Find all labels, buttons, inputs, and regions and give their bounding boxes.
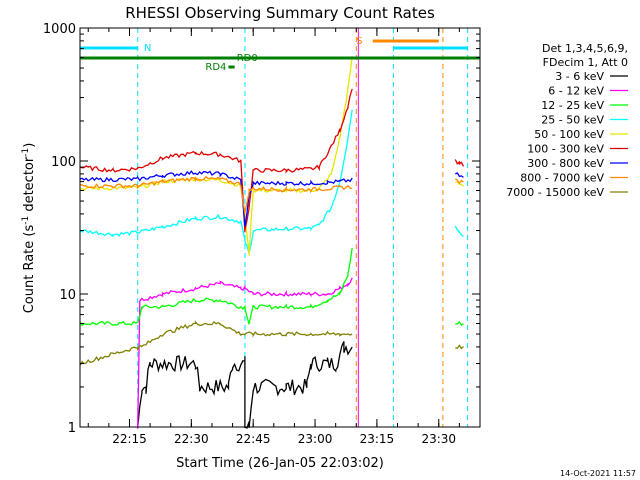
legend-entry: 50 - 100 keV [534, 128, 604, 141]
y-tick-label: 1000 [43, 22, 76, 37]
y-axis: 1 10 100 1000 [43, 22, 480, 436]
chart-title: RHESSI Observing Summary Count Rates [125, 4, 435, 22]
series-line [455, 181, 464, 187]
series-line [454, 225, 464, 237]
y-tick-label: 10 [59, 288, 76, 303]
x-tick-label: 23:00 [298, 432, 333, 446]
y-tick-label: 100 [51, 155, 76, 170]
legend-entry: 3 - 6 keV [555, 70, 604, 83]
series-line [454, 159, 465, 167]
axes [79, 27, 481, 428]
rd4-flag-label: RD4 [205, 62, 226, 73]
legend: Det 1,3,4,5,6,9,FDecim 1, Att 03 - 6 keV… [506, 42, 628, 199]
legend-entry: 25 - 50 keV [541, 114, 604, 127]
x-axis-label: Start Time (26-Jan-05 22:03:02) [176, 456, 384, 471]
x-tick-label: 22:45 [236, 432, 271, 446]
saa-flag-label: S [356, 36, 362, 47]
legend-entry: 100 - 300 keV [527, 143, 604, 156]
legend-entry: 7000 - 15000 keV [506, 186, 604, 199]
timestamp: 14-Oct-2021 11:57 [560, 469, 636, 478]
y-tick-label: 1 [68, 421, 76, 436]
series-line [137, 341, 353, 429]
series-line [79, 320, 353, 366]
series-line [454, 178, 464, 185]
legend-entry: 6 - 12 keV [548, 85, 604, 98]
x-tick-label: 23:15 [360, 432, 395, 446]
series-line [79, 109, 353, 254]
legend-header: Det 1,3,4,5,6,9, [542, 42, 628, 55]
legend-header: FDecim 1, Att 0 [543, 56, 628, 69]
plot-frame [79, 27, 481, 428]
legend-entry: 800 - 7000 keV [520, 172, 604, 185]
series-line [455, 344, 464, 350]
legend-entry: 12 - 25 keV [541, 99, 604, 112]
series-line [79, 247, 353, 327]
legend-entry: 300 - 800 keV [527, 157, 604, 170]
x-tick-label: 22:30 [174, 432, 209, 446]
x-axis: 22:15 22:30 22:45 23:00 23:15 23:30 [87, 28, 460, 446]
series-line [79, 56, 353, 256]
x-tick-label: 23:30 [421, 432, 456, 446]
series-line [79, 169, 353, 227]
plot-area: N S RD0 RD4 [79, 28, 480, 429]
y-axis-label: Count Rate (s-1 detector-1) [21, 143, 37, 314]
rd0-flag-label: RD0 [237, 53, 258, 64]
night-flag-label: N [144, 43, 151, 54]
series-line [79, 175, 353, 214]
series-line [137, 277, 353, 429]
series-line [79, 88, 353, 233]
series-line [455, 321, 464, 327]
x-tick-label: 22:15 [112, 432, 147, 446]
series-line [455, 172, 464, 178]
